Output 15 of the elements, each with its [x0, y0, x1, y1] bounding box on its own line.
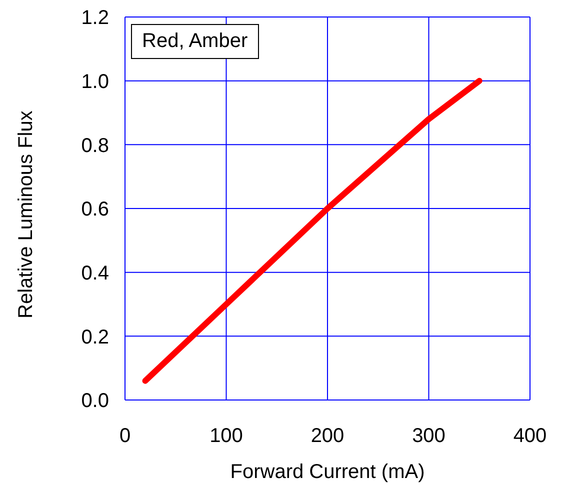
y-tick-label: 1.2	[81, 7, 109, 30]
y-tick-label: 0.0	[81, 390, 109, 412]
y-tick-label: 0.6	[81, 198, 109, 221]
x-tick-label: 300	[412, 425, 446, 448]
annotation: Red, Amber	[131, 24, 259, 59]
y-axis-title: Relative Luminous Flux	[15, 110, 38, 318]
x-tick-label: 0	[119, 425, 131, 448]
x-axis-title: Forward Current (mA)	[230, 461, 425, 483]
y-tick-label: 0.4	[81, 262, 109, 284]
y-tick-label: 1.0	[81, 70, 109, 93]
y-tick-label: 0.8	[81, 134, 109, 157]
x-tick-label: 400	[513, 425, 547, 448]
y-tick-label: 0.2	[81, 326, 109, 348]
x-tick-label: 200	[310, 425, 344, 448]
x-tick-label: 100	[210, 425, 243, 448]
